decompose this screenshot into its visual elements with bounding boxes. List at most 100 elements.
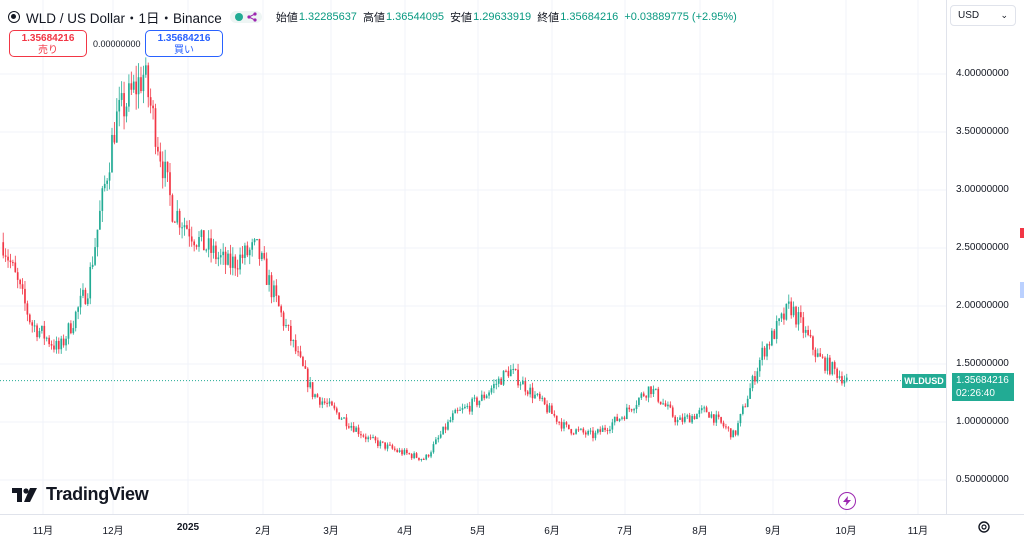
price-tick-label: 2.50000000 [956, 242, 1009, 253]
lightning-icon[interactable] [838, 492, 856, 510]
candle-body [16, 272, 19, 280]
candle-body [771, 330, 773, 346]
candle-body [654, 388, 657, 390]
candle-body [546, 404, 548, 413]
candle-body [669, 404, 672, 408]
time-label: 4月 [397, 526, 413, 537]
candle-body [190, 236, 193, 242]
candle-body [509, 369, 512, 377]
candle-body [783, 313, 785, 320]
candle-body [422, 458, 425, 460]
candle-body [807, 329, 809, 335]
candle-body [157, 146, 159, 152]
candle-body [55, 340, 58, 350]
candle-body [53, 345, 55, 350]
candle-body [845, 377, 848, 381]
candle-body [495, 383, 498, 385]
candle-body [814, 349, 817, 357]
candle-body [734, 430, 737, 435]
candle-body [326, 402, 328, 404]
candle-body [555, 415, 558, 422]
sell-label: 売り [38, 45, 58, 56]
candle-body [553, 413, 556, 416]
candle-body [391, 445, 394, 449]
candle-body [797, 312, 800, 325]
candle-body [38, 330, 41, 338]
candle-body [594, 432, 597, 439]
candle-body [89, 266, 92, 299]
candle-body [483, 394, 486, 399]
logo-text: TradingView [46, 484, 149, 504]
candle-body [115, 111, 118, 143]
candle-body [275, 285, 278, 296]
candle-body [401, 450, 403, 455]
candle-body [48, 337, 50, 345]
sell-button[interactable]: 1.35684216 売り [9, 30, 87, 57]
close-label: 終値 [537, 12, 560, 24]
candle-body [65, 338, 67, 346]
candle-body [108, 172, 111, 181]
candle-body [780, 313, 783, 319]
chart-area[interactable] [0, 0, 946, 514]
symbol-title[interactable]: WLD / US Dollar・1日・Binance [26, 11, 222, 26]
candle-body [563, 422, 565, 429]
candle-body [202, 230, 205, 251]
candle-body [548, 405, 551, 413]
candle-body [768, 344, 771, 346]
candle-body [345, 417, 348, 427]
symbol-logo-icon [8, 11, 20, 23]
price-tick-label: 3.50000000 [956, 126, 1009, 137]
price-tick-label: 2.00000000 [956, 300, 1009, 311]
market-status[interactable] [229, 11, 262, 23]
tradingview-logo[interactable]: TradingView [12, 484, 149, 505]
candle-body [164, 161, 167, 179]
candle-body [514, 368, 517, 370]
alert-marker-red[interactable] [1020, 228, 1024, 238]
candle-body [763, 347, 766, 357]
candle-body [128, 83, 130, 107]
candle-body [613, 416, 616, 423]
candle-body [106, 180, 108, 184]
candle-body [601, 427, 604, 432]
candle-body [800, 312, 802, 318]
candle-body [466, 405, 469, 407]
candle-body [415, 453, 418, 458]
price-axis[interactable] [946, 0, 1024, 514]
candle-body [323, 401, 326, 403]
candle-body [215, 245, 217, 260]
candle-body [355, 427, 357, 432]
candle-body [67, 323, 70, 339]
candle-body [476, 397, 478, 406]
candle-body [173, 221, 176, 223]
candle-body [618, 418, 621, 421]
candle-body [306, 368, 309, 388]
candlestick-chart[interactable] [0, 0, 946, 514]
settings-gear-icon[interactable] [976, 519, 992, 535]
candle-body [227, 253, 229, 265]
candle-body [406, 449, 408, 454]
candle-body [381, 441, 384, 443]
sell-price: 1.35684216 [21, 33, 75, 44]
candle-body [502, 370, 505, 385]
candle-body [790, 301, 793, 316]
candle-body [703, 407, 706, 409]
low-label: 安値 [450, 12, 473, 24]
candle-body [478, 400, 481, 406]
buy-button[interactable]: 1.35684216 買い [145, 30, 223, 57]
alert-marker-blue[interactable] [1020, 282, 1024, 298]
time-label: 3月 [323, 526, 339, 537]
candle-body [616, 416, 619, 421]
candle-body [137, 77, 140, 95]
time-axis[interactable]: 11月 12月 2025 2月 3月 4月 5月 6月 7月 8月 9月 10月… [0, 514, 1024, 543]
currency-select[interactable]: USD ⌄ [950, 5, 1016, 26]
candle-body [7, 256, 9, 261]
candle-body [543, 397, 546, 405]
candle-body [444, 426, 447, 430]
price-tick-label: 1.50000000 [956, 358, 1009, 369]
candle-body [471, 398, 473, 412]
candle-body [640, 393, 643, 398]
candle-body [77, 307, 79, 312]
candle-body [538, 393, 541, 399]
candle-body [285, 324, 287, 327]
candle-body [413, 453, 415, 459]
